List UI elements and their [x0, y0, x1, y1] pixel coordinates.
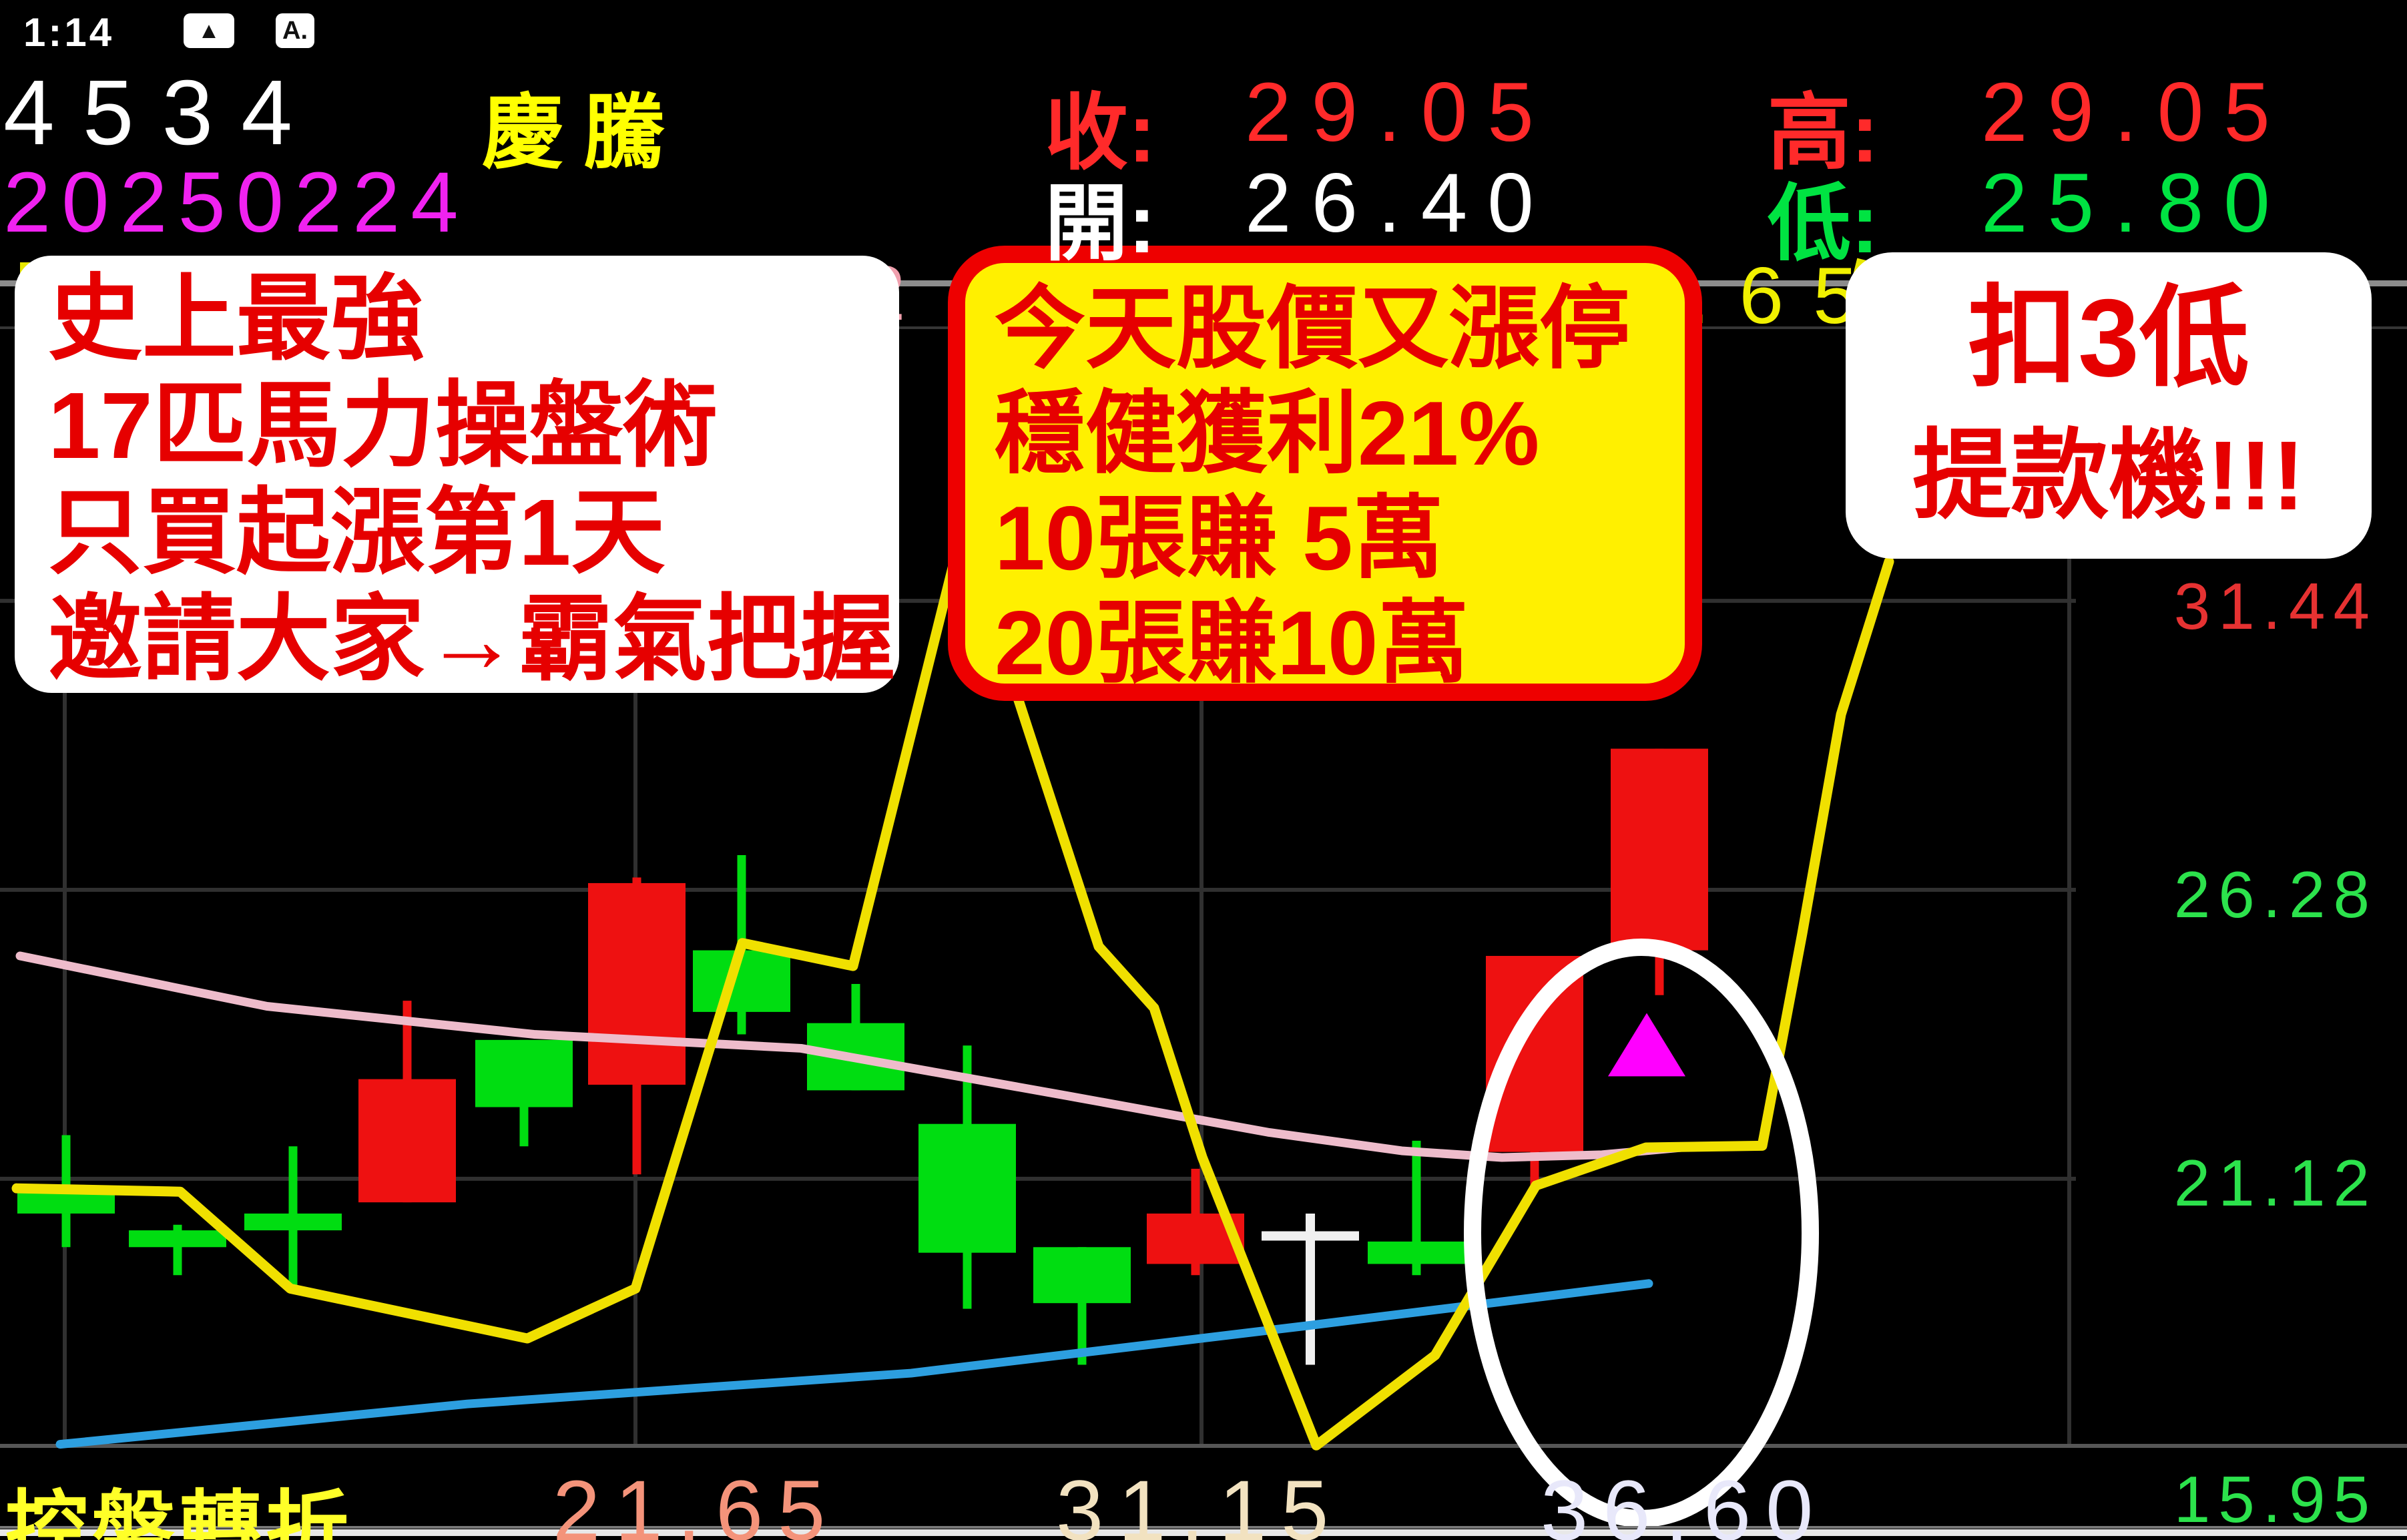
candle-body [1368, 1241, 1465, 1264]
candle-body [1611, 748, 1708, 951]
callout-right-line: 扣3低 [1968, 276, 2249, 399]
candle-body [244, 1213, 342, 1231]
axis-label-21-12: 21.12 [2173, 1146, 2378, 1220]
control-line-yellow [11, 475, 1894, 1451]
open-value: 26.40 [1245, 157, 1554, 250]
callout-left-line: 只買起漲第1天 [48, 479, 665, 585]
gallery-icon: ▲ [184, 13, 234, 48]
candle-body [918, 1123, 1016, 1253]
bottom-line-shadow [0, 1526, 2407, 1529]
ma-line-pink [15, 951, 1687, 1162]
turning-value-1: 21.65 [553, 1463, 840, 1540]
callout-left-box: 史上最強 17匹馬力操盤術 只買起漲第1天 邀請大家→霸氣把握 [15, 256, 899, 693]
callout-middle-line: 穩健獲利21% [995, 382, 1540, 484]
callout-middle-line: 20張賺10萬 [995, 592, 1469, 694]
candle-body [1033, 1247, 1131, 1304]
turning-value-2: 31.15 [1056, 1463, 1344, 1540]
footer-separator [0, 1444, 2407, 1448]
axis-label-15-95: 15.95 [2173, 1463, 2378, 1536]
status-time: 1:14 [23, 10, 115, 55]
callout-left-line: 17匹馬力操盤術 [48, 372, 718, 478]
low-label: 低: [1768, 178, 1879, 270]
callout-left-line: 邀請大家→霸氣把握 [48, 586, 896, 692]
candle-body [129, 1230, 226, 1248]
high-label: 高: [1768, 87, 1879, 180]
high-value: 29.05 [1981, 66, 2290, 159]
close-value: 29.05 [1245, 66, 1554, 159]
callout-right-line: 提款機!!! [1912, 421, 2305, 531]
stock-name: 慶騰 [482, 87, 685, 178]
hidden-yellow-fragment: .65 [1687, 251, 1887, 340]
autofill-a-icon: A. [276, 13, 314, 48]
indicator-name: 控盤轉折 [5, 1484, 353, 1540]
callout-right-box: 扣3低 提款機!!! [1846, 252, 2372, 559]
callout-middle-box: 今天股價又漲停 穩健獲利21% 10張賺 5萬 20張賺10萬 [948, 246, 1702, 701]
callout-middle-line: 今天股價又漲停 [995, 278, 1630, 379]
chart-date: 20250224 [3, 155, 469, 250]
turning-value-3: 36.60 [1541, 1463, 1828, 1540]
axis-label-31-44: 31.44 [2173, 569, 2378, 643]
candle-body [358, 1079, 456, 1203]
stock-code: 4534 [3, 61, 320, 164]
open-label: 開: [1045, 178, 1156, 270]
close-label: 收: [1045, 87, 1156, 180]
highlight-circle [1464, 939, 1819, 1527]
bottom-line [0, 1529, 2407, 1536]
candle-body [588, 882, 686, 1085]
callout-left-line: 史上最強 [48, 266, 425, 371]
axis-label-26-28: 26.28 [2173, 858, 2378, 931]
ma-line-blue [55, 1279, 1653, 1449]
callout-middle-line: 10張賺 5萬 [995, 487, 1444, 589]
candle-body [475, 1039, 573, 1107]
buy-signal-triangle-icon [1608, 1013, 1685, 1077]
low-value: 25.80 [1981, 157, 2290, 250]
